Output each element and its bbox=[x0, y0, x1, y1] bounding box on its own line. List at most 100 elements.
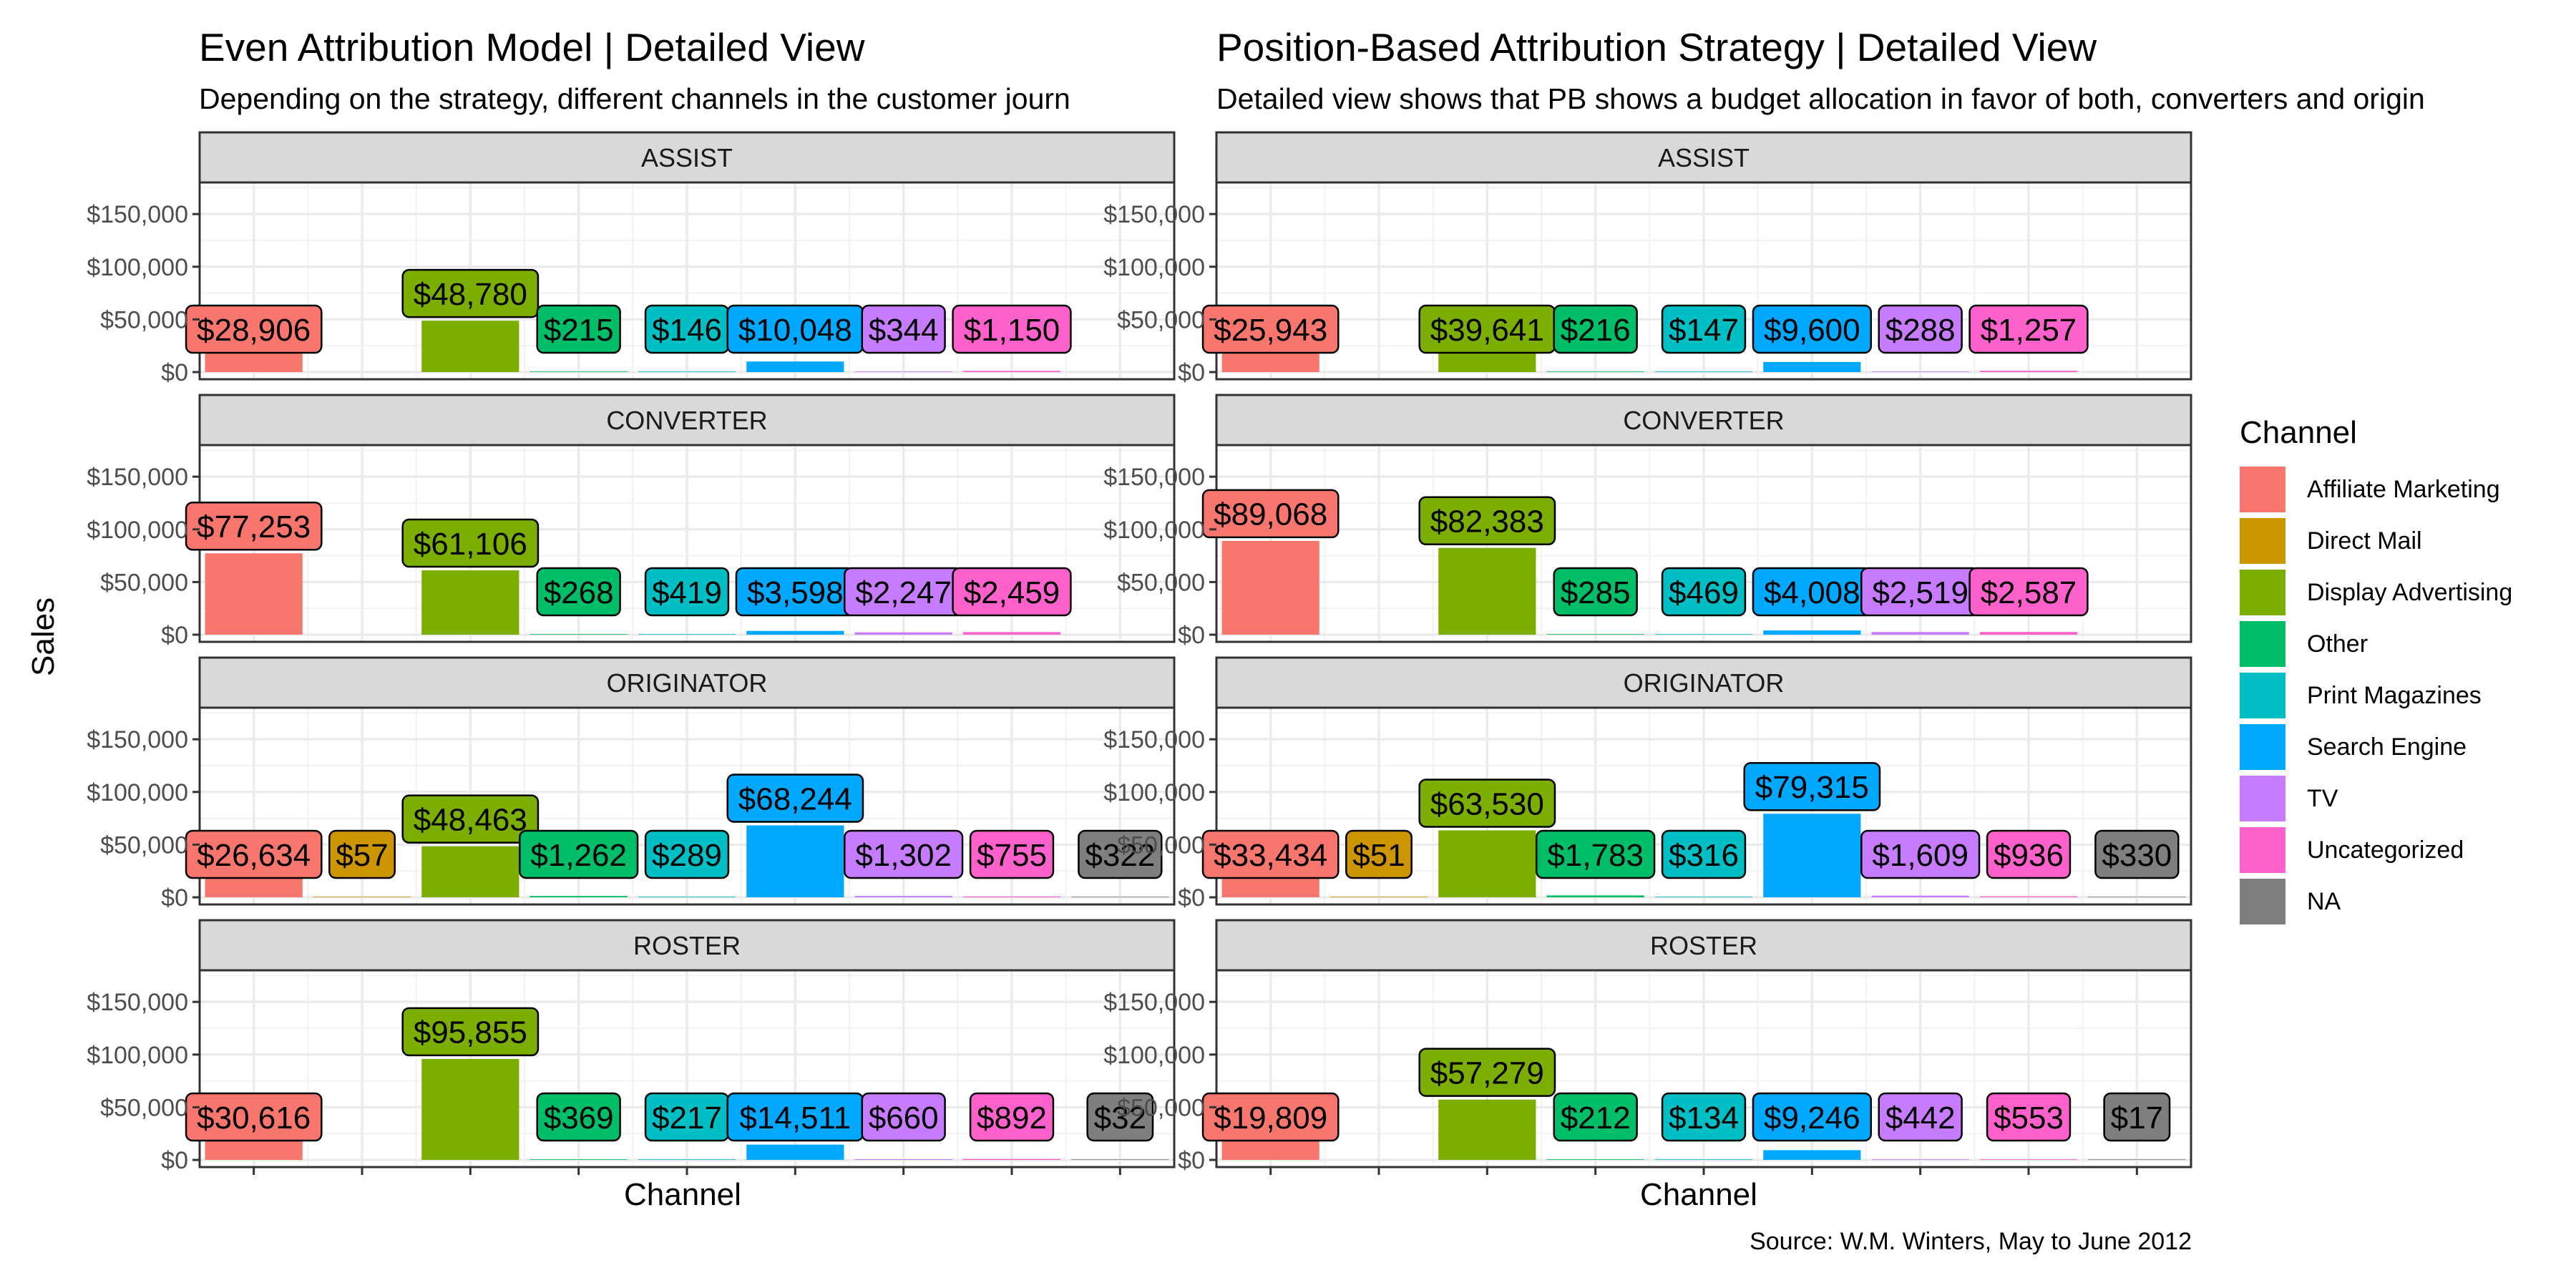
data-label-uncategorized: $1,257 bbox=[1968, 304, 2089, 354]
y-tick-label: $150,000 bbox=[87, 989, 188, 1016]
data-label-print-magazines: $469 bbox=[1661, 567, 1747, 617]
data-label-affiliate-marketing: $33,434 bbox=[1201, 829, 1340, 879]
data-label-print-magazines: $316 bbox=[1661, 829, 1747, 879]
data-label-box bbox=[1986, 1092, 2072, 1142]
data-label-text: $1,257 bbox=[1981, 313, 2077, 348]
data-label-text: $1,783 bbox=[1547, 838, 1644, 873]
data-label-text: $1,262 bbox=[530, 838, 627, 873]
y-tick-label: $0 bbox=[161, 622, 188, 649]
data-label-box bbox=[1201, 829, 1340, 879]
data-label-text: $419 bbox=[652, 575, 722, 610]
data-label-box bbox=[185, 829, 323, 879]
data-label-text: $79,315 bbox=[1755, 770, 1869, 805]
data-label-box bbox=[1553, 1092, 1638, 1142]
y-tick-label: $150,000 bbox=[87, 464, 188, 491]
right-assist-panel: ASSIST $25,943 $39,641 $216 $147 $9,600 $288 $1… bbox=[1103, 131, 2192, 386]
legend-item-search-engine: Search Engine bbox=[2240, 721, 2555, 773]
data-label-text: $68,244 bbox=[738, 781, 852, 816]
data-label-box bbox=[644, 829, 730, 879]
bar-search-engine bbox=[1763, 361, 1861, 372]
right-originator-strip-label: ORIGINATOR bbox=[1624, 668, 1785, 698]
left-originator-border bbox=[198, 706, 1176, 906]
legend: Channel Affiliate Marketing Direct Mail Di… bbox=[2240, 415, 2555, 927]
data-label-tv: $2,247 bbox=[844, 567, 964, 617]
data-label-display-advertising: $95,855 bbox=[401, 1007, 540, 1057]
data-label-search-engine: $3,598 bbox=[735, 567, 855, 617]
data-label-print-magazines: $146 bbox=[644, 304, 730, 354]
data-label-box bbox=[1752, 304, 1872, 354]
bar-print-magazines bbox=[638, 1159, 736, 1160]
bar-uncategorized bbox=[962, 632, 1061, 635]
data-label-search-engine: $4,008 bbox=[1752, 567, 1872, 617]
data-label-text: $1,150 bbox=[964, 313, 1060, 348]
data-label-text: $82,383 bbox=[1430, 504, 1544, 540]
data-label-text: $30,616 bbox=[197, 1101, 311, 1136]
legend-item-affiliate-marketing: Affiliate Marketing bbox=[2240, 464, 2555, 515]
right-converter-panel: CONVERTER $89,068 $82,383 $285 $469 $4,008 $2,… bbox=[1103, 394, 2192, 649]
y-tick-label: $150,000 bbox=[1103, 989, 1205, 1016]
y-tick-label: $0 bbox=[1178, 884, 1205, 912]
data-label-text: $285 bbox=[1561, 575, 1631, 610]
data-label-text: $330 bbox=[2102, 838, 2172, 873]
right-originator-panel: ORIGINATOR $33,434 $51 $63,530$1,783 $316 $79… bbox=[1103, 656, 2192, 912]
data-label-uncategorized: $553 bbox=[1986, 1092, 2072, 1142]
legend-swatch bbox=[2240, 467, 2285, 512]
left-originator-panel: ORIGINATOR $26,634 $57 $48,463$1,262 $289 $68… bbox=[87, 656, 1176, 912]
data-label-affiliate-marketing: $30,616 bbox=[185, 1092, 323, 1142]
data-label-text: $14,511 bbox=[739, 1101, 851, 1136]
legend-item-print-magazines: Print Magazines bbox=[2240, 670, 2555, 721]
data-label-text: $19,809 bbox=[1214, 1101, 1327, 1136]
data-label-text: $48,463 bbox=[414, 802, 527, 837]
right-assist-strip bbox=[1215, 131, 2192, 184]
y-tick-label: $150,000 bbox=[87, 726, 188, 753]
data-label-box bbox=[1553, 567, 1638, 617]
data-label-text: $9,600 bbox=[1764, 313, 1860, 348]
data-label-box bbox=[536, 1092, 621, 1142]
left-chart-subtitle: Depending on the strategy, different cha… bbox=[199, 82, 1070, 115]
legend-swatch bbox=[2240, 827, 2285, 873]
y-tick-label: $100,000 bbox=[1103, 517, 1205, 544]
legend-swatch bbox=[2240, 724, 2285, 770]
bar-affiliate-marketing bbox=[1221, 540, 1319, 635]
data-label-text: $89,068 bbox=[1214, 497, 1327, 532]
source-caption: Source: W.M. Winters, May to June 2012 bbox=[1750, 1228, 2192, 1255]
data-label-print-magazines: $147 bbox=[1661, 304, 1747, 354]
data-label-search-engine: $79,315 bbox=[1743, 761, 1881, 811]
bar-search-engine bbox=[746, 630, 844, 635]
y-tick-label: $50,000 bbox=[1117, 306, 1205, 333]
y-tick-label: $0 bbox=[1178, 359, 1205, 386]
right-converter-border bbox=[1215, 444, 2192, 643]
bar-display-advertising bbox=[421, 321, 519, 372]
data-label-text: $57 bbox=[336, 838, 388, 873]
data-label-box bbox=[1968, 567, 2089, 617]
legend-item-other: Other bbox=[2240, 618, 2555, 670]
data-label-text: $17 bbox=[2111, 1101, 2163, 1136]
legend-label: TV bbox=[2307, 784, 2338, 812]
data-label-uncategorized: $2,459 bbox=[952, 567, 1072, 617]
bar-tv bbox=[854, 1159, 952, 1160]
data-label-uncategorized: $755 bbox=[969, 829, 1055, 879]
y-tick-label: $0 bbox=[161, 884, 188, 912]
data-label-box bbox=[1986, 829, 2072, 879]
data-label-box bbox=[1418, 779, 1556, 828]
data-label-box bbox=[861, 304, 946, 354]
data-label-search-engine: $10,048 bbox=[726, 304, 864, 354]
bar-search-engine bbox=[1763, 814, 1861, 897]
bar-display-advertising bbox=[421, 1058, 519, 1160]
data-label-box bbox=[519, 829, 639, 879]
bar-other bbox=[1546, 634, 1644, 635]
data-label-display-advertising: $61,106 bbox=[401, 518, 540, 568]
right-originator-strip bbox=[1215, 656, 2192, 709]
data-label-text: $442 bbox=[1885, 1101, 1956, 1136]
data-label-box bbox=[969, 829, 1055, 879]
left-chart-title: Even Attribution Model | Detailed View bbox=[199, 25, 865, 69]
data-label-display-advertising: $57,279 bbox=[1418, 1048, 1556, 1097]
right-converter-strip-label: CONVERTER bbox=[1623, 406, 1784, 435]
data-label-box bbox=[1860, 829, 1981, 879]
data-label-box bbox=[328, 829, 396, 879]
y-tick-label: $100,000 bbox=[1103, 779, 1205, 806]
data-label-other: $215 bbox=[536, 304, 621, 354]
data-label-text: $51 bbox=[1352, 838, 1405, 873]
